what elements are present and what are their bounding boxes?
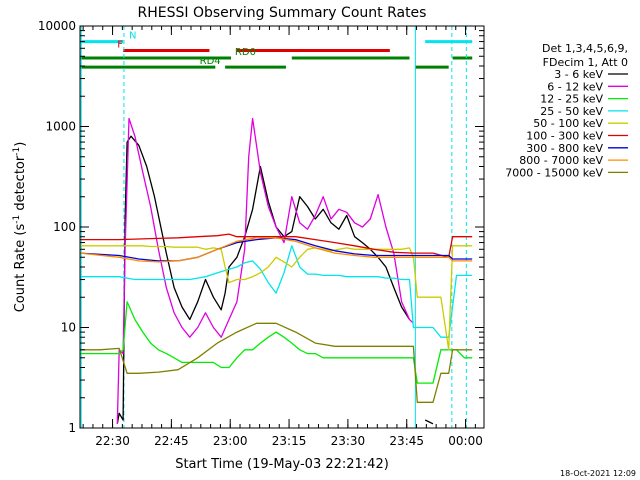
flag-label-rd0: RD0 [235, 47, 256, 58]
series-line-6-12-kev [116, 117, 414, 424]
y-tick-label: 1000 [45, 120, 76, 134]
x-tick-label: 22:45 [154, 434, 189, 448]
flag-bars: NF RD0 RD4 [80, 31, 473, 69]
x-tick-label: 23:30 [331, 434, 366, 448]
y-label-sup1: -1 [12, 215, 22, 224]
saa-vertical-lines [80, 26, 467, 428]
y-tick-label: 1 [68, 421, 76, 435]
plot-frame [79, 25, 485, 429]
x-axis: 22:30 22:45 23:00 23:15 23:30 23:45 00:00 [82, 26, 483, 448]
y-label-main: Count Rate (s [13, 224, 28, 313]
series-line-3-6-kev [116, 135, 434, 425]
series-line-300-800-kev [79, 237, 473, 262]
series-line-25-50-kev [80, 245, 473, 338]
legend-label-50-100-kev: 50 - 100 keV [533, 117, 603, 130]
series-line-12-25-kev [80, 301, 473, 384]
legend-label-800-7000-kev: 800 - 7000 keV [519, 154, 603, 167]
legend-label-6-12-kev: 6 - 12 keV [547, 80, 603, 93]
x-axis-label: Start Time (19-May-03 22:21:42) [175, 457, 389, 472]
x-tick-label: 22:30 [95, 434, 130, 448]
series-line-50-100-kev [80, 245, 473, 351]
x-tick-label: 23:15 [272, 434, 307, 448]
legend-label-7000-15000-kev: 7000 - 15000 keV [505, 166, 603, 179]
legend-label-12-25-kev: 12 - 25 keV [540, 93, 603, 106]
generation-timestamp: 18-Oct-2021 12:09 [560, 469, 636, 478]
flag-label-f: F [117, 40, 123, 51]
legend-label-25-50-kev: 25 - 50 keV [540, 105, 603, 118]
y-label-mid: detector [13, 155, 28, 215]
legend-label-300-800-kev: 300 - 800 keV [526, 142, 603, 155]
y-label-end: ) [13, 142, 28, 147]
chart-title: RHESSI Observing Summary Count Rates [138, 5, 427, 21]
y-tick-label: 100 [53, 220, 76, 234]
series-line-100-300-kev [80, 233, 473, 258]
legend: Det 1,3,4,5,6,9, FDecim 1, Att 0 3 - 6 k… [505, 42, 628, 179]
legend-header-detectors: Det 1,3,4,5,6,9, [542, 42, 628, 55]
legend-label-100-300-kev: 100 - 300 keV [526, 130, 603, 143]
x-tick-label: 00:00 [448, 434, 483, 448]
flag-label-n: N [129, 31, 136, 42]
y-label-sup2: -1 [12, 147, 22, 156]
x-tick-label: 23:45 [389, 434, 424, 448]
flag-label-rd4: RD4 [200, 56, 221, 67]
y-tick-label: 10 [61, 321, 76, 335]
legend-label-3-6-kev: 3 - 6 keV [554, 68, 603, 81]
series-line-7000-15000-kev [80, 322, 473, 403]
y-axis-label: Count Rate (s-1 detector-1) [12, 142, 28, 313]
series-line-800-7000-kev [79, 237, 473, 263]
y-axis: 1 10 100 1000 10000 [38, 19, 484, 435]
legend-header-fdecim: FDecim 1, Att 0 [543, 56, 628, 69]
y-tick-label: 10000 [38, 19, 76, 33]
x-tick-label: 23:00 [213, 434, 248, 448]
series-lines [79, 117, 473, 425]
